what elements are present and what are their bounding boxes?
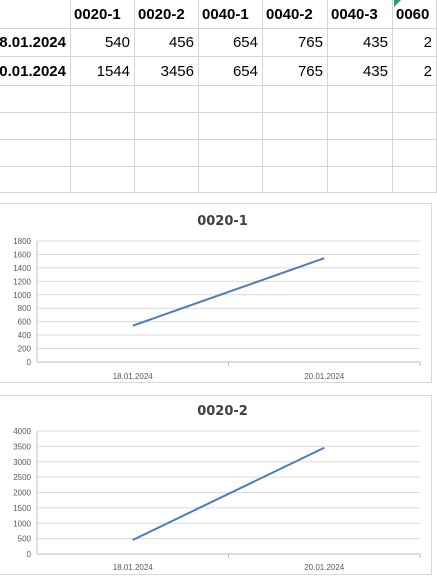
value-cell[interactable]: 654 — [199, 29, 263, 57]
column-header-cell[interactable]: 0020-2 — [135, 0, 199, 29]
column-header-cell[interactable]: 0040-1 — [199, 0, 263, 29]
value-cell[interactable]: 435 — [328, 29, 393, 57]
sheet-cell[interactable] — [393, 167, 437, 193]
sheet-cell[interactable] — [0, 0, 71, 29]
sheet-cell[interactable] — [135, 86, 199, 113]
sheet-cell[interactable] — [263, 140, 328, 167]
y-tick-label: 3500 — [13, 442, 31, 451]
sheet-cell[interactable] — [71, 140, 135, 167]
sheet-cell[interactable] — [0, 140, 71, 167]
sheet-cell[interactable] — [199, 86, 263, 113]
sheet-cell[interactable] — [199, 113, 263, 140]
sheet-cell[interactable] — [328, 113, 393, 140]
y-tick-label: 1500 — [13, 504, 31, 513]
sheet-cell[interactable] — [199, 167, 263, 193]
sheet-cell[interactable] — [393, 113, 437, 140]
comment-indicator-icon — [394, 0, 401, 7]
sheet-cell[interactable] — [0, 167, 71, 193]
date-cell[interactable]: 20.01.2024 — [0, 57, 71, 86]
x-tick-label: 20.01.2024 — [304, 563, 345, 572]
value-cell[interactable]: 2 — [393, 29, 437, 57]
y-tick-label: 4000 — [13, 427, 31, 436]
y-tick-label: 3000 — [13, 458, 31, 467]
sheet-cell[interactable] — [263, 167, 328, 193]
value-cell[interactable]: 2 — [393, 57, 437, 86]
sheet-cell[interactable] — [393, 140, 437, 167]
y-tick-label: 800 — [18, 304, 32, 313]
y-tick-label: 1600 — [13, 250, 31, 259]
y-tick-label: 1400 — [13, 264, 31, 273]
y-tick-label: 2500 — [13, 473, 31, 482]
date-cell[interactable]: 18.01.2024 — [0, 29, 71, 57]
sheet-cell[interactable] — [71, 167, 135, 193]
sheet-cell[interactable] — [71, 86, 135, 113]
sheet-cell[interactable] — [135, 140, 199, 167]
series-line — [132, 257, 325, 327]
y-tick-label: 2000 — [13, 489, 31, 498]
value-cell[interactable]: 435 — [328, 57, 393, 86]
x-tick-label: 20.01.2024 — [304, 372, 345, 381]
chart-0020-2-plot: 0020-2 0 500 1000 1500 2000 2500 3000 3500 4000 18… — [13, 404, 421, 572]
y-tick-label: 200 — [18, 345, 32, 354]
y-tick-label: 1000 — [13, 519, 31, 528]
sheet-cell[interactable] — [0, 86, 71, 113]
sheet-cell[interactable] — [328, 140, 393, 167]
y-tick-label: 1000 — [13, 291, 31, 300]
sheet-cell[interactable] — [263, 86, 328, 113]
value-cell[interactable]: 1544 — [71, 57, 135, 86]
value-cell[interactable]: 765 — [263, 29, 328, 57]
column-header-cell[interactable]: 0040-2 — [263, 0, 328, 29]
chart-0020-1-plot: 0020-1 0 200 400 600 800 1000 1200 1400 1600 1800 1… — [13, 214, 421, 381]
sheet-cell[interactable] — [328, 167, 393, 193]
chart-0020-1[interactable]: 0020-1 0 200 400 600 800 1000 1200 1400 1600 1800 1… — [0, 203, 432, 383]
chart-0020-2[interactable]: 0020-2 0 500 1000 1500 2000 2500 3000 3500 4000 18… — [0, 395, 432, 575]
value-cell[interactable]: 540 — [71, 29, 135, 57]
sheet-cell[interactable] — [71, 113, 135, 140]
value-cell[interactable]: 3456 — [135, 57, 199, 86]
chart-title: 0020-1 — [197, 214, 248, 229]
sheet-cell[interactable] — [328, 86, 393, 113]
value-cell[interactable]: 654 — [199, 57, 263, 86]
column-header-cell[interactable]: 0040-3 — [328, 0, 393, 29]
y-tick-label: 600 — [18, 318, 32, 327]
y-tick-label: 1200 — [13, 277, 31, 286]
column-header-cell[interactable]: 0020-1 — [71, 0, 135, 29]
sheet-cell[interactable] — [393, 86, 437, 113]
sheet-cell[interactable] — [0, 113, 71, 140]
value-cell[interactable]: 765 — [263, 57, 328, 86]
series-line — [132, 446, 325, 541]
sheet-cell[interactable] — [199, 140, 263, 167]
x-tick-label: 18.01.2024 — [113, 372, 154, 381]
y-tick-label: 500 — [18, 535, 32, 544]
value-cell[interactable]: 456 — [135, 29, 199, 57]
chart-title: 0020-2 — [197, 404, 248, 419]
y-tick-label: 400 — [18, 331, 32, 340]
y-tick-label: 1800 — [13, 237, 31, 246]
x-tick-label: 18.01.2024 — [113, 563, 154, 572]
y-tick-label: 0 — [27, 358, 32, 367]
y-tick-label: 0 — [27, 550, 32, 559]
sheet-cell[interactable] — [135, 113, 199, 140]
sheet-cell[interactable] — [135, 167, 199, 193]
sheet-cell[interactable] — [263, 113, 328, 140]
